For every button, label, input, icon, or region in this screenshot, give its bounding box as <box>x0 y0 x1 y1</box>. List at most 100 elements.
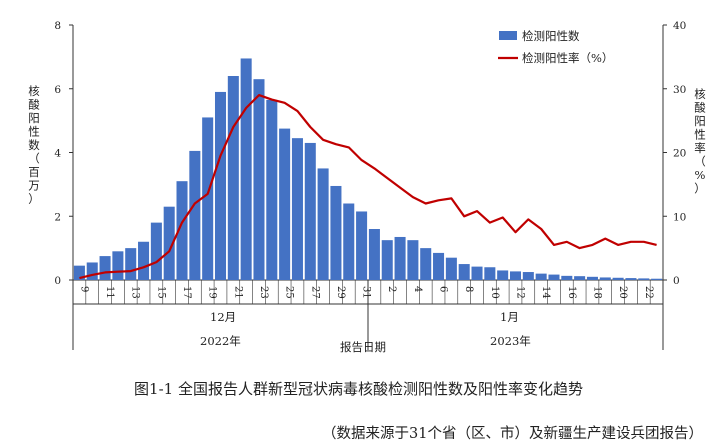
x-tick-label: 22 <box>643 286 654 299</box>
bar <box>150 222 162 280</box>
month-label-jan: 1月 <box>500 310 519 324</box>
x-tick-label: 29 <box>335 286 346 299</box>
bar <box>368 229 380 280</box>
bar <box>497 270 509 280</box>
bar <box>99 256 111 280</box>
x-tick-label: 27 <box>309 286 320 299</box>
bar <box>548 274 560 280</box>
y-right-tick-label: 40 <box>673 20 686 32</box>
x-tick-label: 14 <box>540 286 551 299</box>
y-right-tick-label: 30 <box>673 84 686 96</box>
y-left-tick-label: 6 <box>54 84 61 96</box>
x-tick-label: 9 <box>78 286 89 292</box>
bar <box>484 267 496 280</box>
x-tick-label: 17 <box>181 286 192 299</box>
y-left-label-char: 数 <box>28 138 40 152</box>
bar <box>214 91 227 280</box>
year-label-2022: 2022年 <box>200 334 241 348</box>
bar <box>535 273 547 280</box>
y-right-tick-label: 10 <box>673 211 686 223</box>
bar <box>407 240 419 280</box>
bar <box>86 262 98 280</box>
x-tick-label: 8 <box>463 286 474 292</box>
bar <box>240 58 252 280</box>
bar <box>638 278 650 280</box>
bar <box>189 150 201 280</box>
bar <box>112 251 124 280</box>
x-tick-label: 12 <box>515 286 526 299</box>
y-right-label-char: 核 <box>694 87 706 101</box>
y-left-label-char: 核 <box>28 84 40 98</box>
y-left-label-char: ） <box>28 192 40 206</box>
y-left-tick-label: 8 <box>54 20 61 32</box>
y-left-label-char: 酸 <box>28 98 40 112</box>
y-right-tick-label: 0 <box>673 275 680 287</box>
x-tick-label: 19 <box>207 286 218 299</box>
bar <box>522 272 534 280</box>
x-tick-label: 13 <box>130 286 141 299</box>
bar <box>227 76 239 280</box>
x-tick-label: 21 <box>232 286 243 299</box>
x-axis-label: 报告日期 <box>340 340 386 354</box>
year-label-2023: 2023年 <box>490 334 531 348</box>
x-tick-label: 23 <box>258 286 269 299</box>
y-right-label-char: % <box>695 168 706 182</box>
bar <box>163 206 175 280</box>
legend-bar-swatch <box>499 31 517 40</box>
bar <box>317 168 329 280</box>
bar <box>253 79 265 280</box>
bar <box>291 138 303 280</box>
positivity-rate-line <box>79 93 657 280</box>
x-tick-label: 6 <box>438 286 449 292</box>
data-source-note: （数据来源于31个省（区、市）及新疆生产建设兵团报告） <box>322 426 703 442</box>
bar <box>279 128 291 280</box>
bar <box>445 257 457 280</box>
bar <box>330 185 342 280</box>
y-right-label-char: （ <box>694 155 706 169</box>
bar-series <box>73 58 663 280</box>
bar <box>420 248 432 280</box>
bar <box>471 266 483 280</box>
legend: 检测阳性数 检测阳性率（%） <box>498 29 613 65</box>
y-left-label-char: 百 <box>28 165 40 179</box>
bar <box>176 181 188 280</box>
y-left-tick-label: 4 <box>54 148 61 160</box>
bar <box>458 264 470 280</box>
y-left-label-char: 阳 <box>28 111 40 125</box>
y-right-label-char: 阳 <box>694 114 706 128</box>
bar <box>304 142 316 280</box>
bar <box>125 248 137 280</box>
x-tick-label: 20 <box>617 286 628 299</box>
bar <box>394 236 406 280</box>
y-left-tick-label: 2 <box>54 211 61 223</box>
legend-line-label: 检测阳性率（%） <box>522 51 613 65</box>
x-tick-label: 31 <box>361 286 372 299</box>
bar <box>356 211 368 280</box>
bar <box>202 117 214 280</box>
y-left-label-char: （ <box>28 152 40 166</box>
bar <box>586 276 598 280</box>
chart-axes <box>69 24 667 350</box>
y-left-label-char: 万 <box>28 179 40 193</box>
bar <box>138 241 150 280</box>
bar <box>509 271 522 280</box>
legend-bar-label: 检测阳性数 <box>522 29 580 43</box>
figure-caption: 图1-1 全国报告人群新型冠状病毒核酸检测阳性数及阳性率变化趋势 <box>134 380 583 398</box>
bar <box>625 278 637 280</box>
y-right-tick-label: 20 <box>673 148 686 160</box>
bar <box>433 252 445 280</box>
x-tick-label: 2 <box>386 286 397 292</box>
x-tick-label: 25 <box>284 286 295 299</box>
bar <box>561 275 573 280</box>
y-right-label-char: 性 <box>694 128 706 142</box>
x-tick-label: 16 <box>566 286 577 299</box>
bar <box>612 277 624 280</box>
y-right-label-char: ） <box>694 182 706 196</box>
bar <box>343 203 355 280</box>
bar <box>599 277 611 280</box>
x-tick-label: 4 <box>412 286 423 292</box>
bar <box>574 276 586 280</box>
x-tick-label: 15 <box>155 286 166 299</box>
bar <box>381 240 393 280</box>
